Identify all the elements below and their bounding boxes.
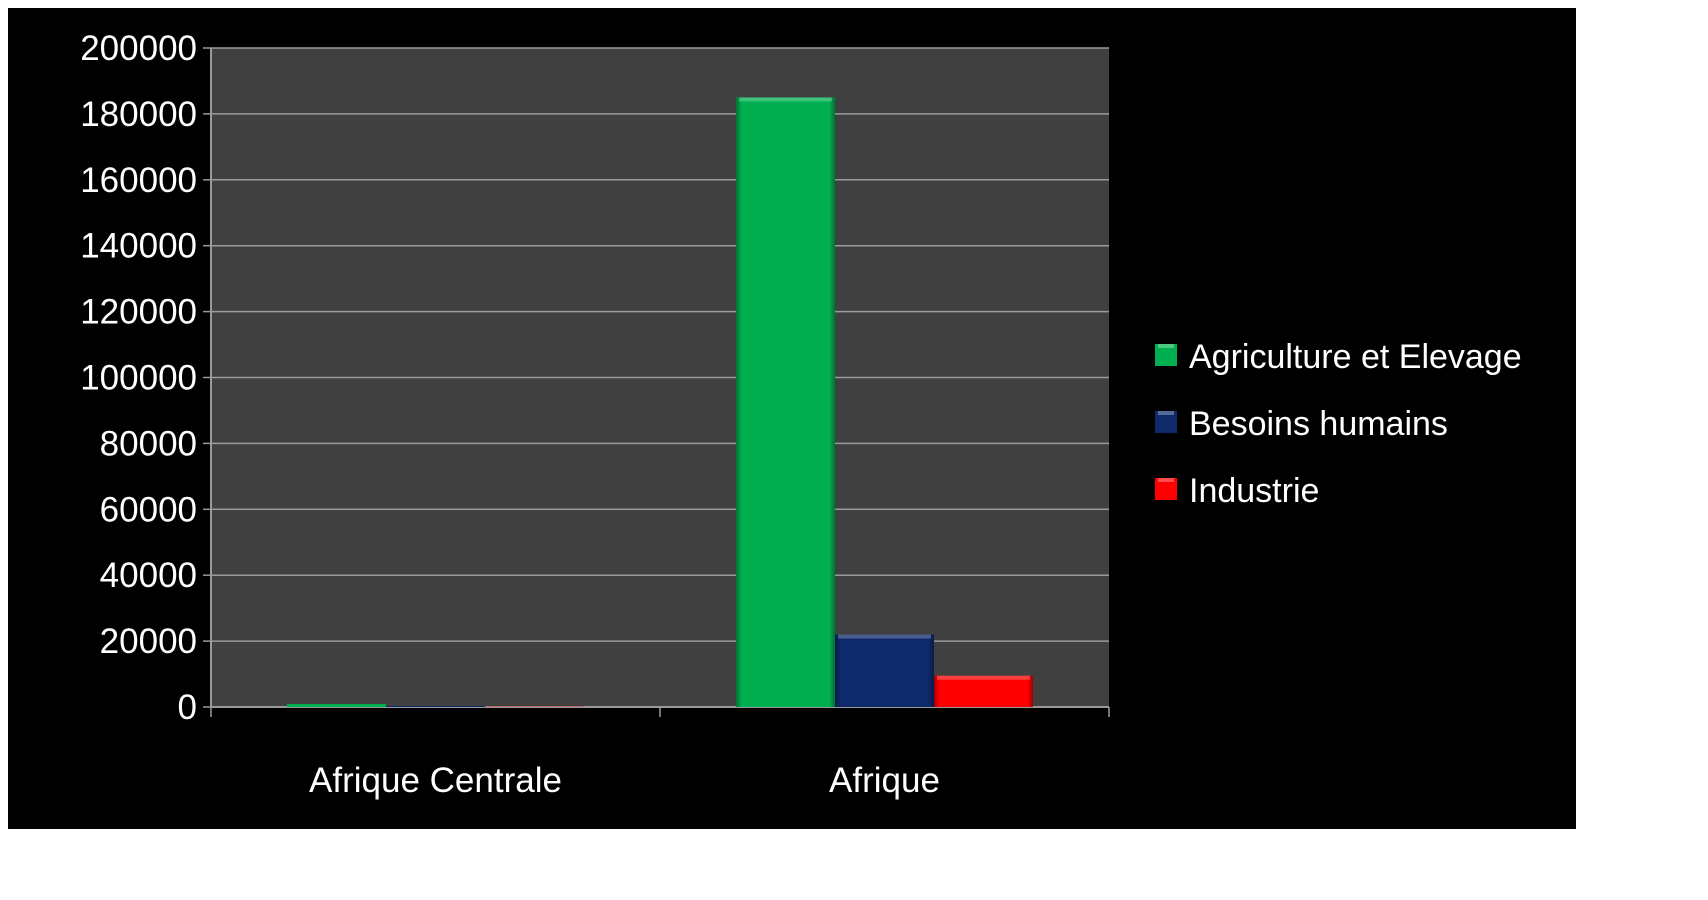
y-tick-label: 200000 bbox=[80, 29, 197, 68]
bar-agriculture-et-elevage-afrique-centrale bbox=[287, 704, 386, 707]
gridlines bbox=[203, 47, 1109, 708]
legend-swatch-highlight bbox=[1158, 411, 1174, 415]
x-category-label: Afrique Centrale bbox=[309, 761, 562, 800]
y-tick-label: 40000 bbox=[100, 556, 197, 595]
legend-label: Industrie bbox=[1189, 472, 1319, 510]
y-tick-label: 20000 bbox=[100, 622, 197, 661]
bars bbox=[287, 97, 1033, 708]
y-tick-label: 140000 bbox=[80, 227, 197, 266]
legend-swatch bbox=[1155, 478, 1177, 500]
bar-highlight bbox=[838, 634, 931, 639]
bar-shading bbox=[835, 634, 934, 707]
legend: Agriculture et Elevage Besoins humains Ind… bbox=[1155, 338, 1522, 510]
bar-shading bbox=[736, 97, 835, 708]
y-tick-label: 80000 bbox=[100, 424, 197, 463]
bar-chart: 0 20000 40000 60000 80000 100000 120000 140000 1… bbox=[80, 29, 1522, 800]
bar-besoins-humains-afrique-centrale bbox=[386, 706, 485, 707]
y-tick-label: 60000 bbox=[100, 490, 197, 529]
y-tick-label: 0 bbox=[178, 688, 197, 727]
bar-highlight bbox=[937, 675, 1030, 680]
legend-label: Besoins humains bbox=[1189, 405, 1448, 443]
x-category-label: Afrique bbox=[829, 761, 940, 800]
legend-swatch bbox=[1155, 344, 1177, 366]
bar-highlight bbox=[739, 97, 832, 102]
x-category-labels: Afrique Centrale Afrique bbox=[309, 761, 940, 800]
y-tick-labels: 0 20000 40000 60000 80000 100000 120000 140000 1… bbox=[80, 29, 197, 727]
legend-swatch-highlight bbox=[1158, 478, 1174, 482]
legend-swatch-highlight bbox=[1158, 344, 1174, 348]
y-tick-label: 120000 bbox=[80, 293, 197, 332]
y-tick-label: 180000 bbox=[80, 95, 197, 134]
legend-label: Agriculture et Elevage bbox=[1189, 338, 1522, 376]
bar-shading bbox=[934, 675, 1033, 707]
y-tick-label: 160000 bbox=[80, 161, 197, 200]
legend-swatch bbox=[1155, 411, 1177, 433]
y-tick-label: 100000 bbox=[80, 359, 197, 398]
chart-frame: 0 20000 40000 60000 80000 100000 120000 140000 1… bbox=[8, 8, 1576, 829]
